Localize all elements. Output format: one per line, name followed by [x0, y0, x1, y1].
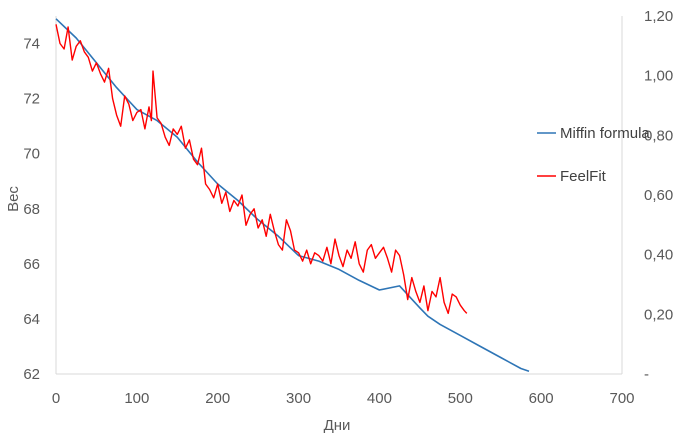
- x-tick-label: 500: [448, 390, 473, 407]
- legend-label-feelfit: FeelFit: [560, 168, 607, 185]
- x-tick-label: 300: [286, 390, 311, 407]
- x-tick-label: 700: [609, 390, 634, 407]
- x-tick-label: 600: [529, 390, 554, 407]
- y2-tick-label: 0,80: [644, 127, 673, 144]
- y-tick-label: 66: [23, 256, 40, 273]
- x-axis-title: Дни: [324, 417, 351, 434]
- y2-tick-label: -: [644, 366, 649, 383]
- y-tick-label: 68: [23, 201, 40, 218]
- y2-tick-label: 0,60: [644, 187, 673, 204]
- y-tick-label: 72: [23, 91, 40, 108]
- y-tick-label: 64: [23, 311, 40, 328]
- x-tick-label: 200: [205, 390, 230, 407]
- y-axis-title: Вес: [5, 186, 22, 212]
- y2-tick-label: 0,40: [644, 247, 673, 264]
- y2-tick-label: 0,20: [644, 306, 673, 323]
- series-line-feelfit: [55, 24, 468, 315]
- y2-tick-label: 1,20: [644, 8, 673, 25]
- y-tick-label: 62: [23, 366, 40, 383]
- y-tick-label: 74: [23, 36, 40, 53]
- y2-tick-label: 1,00: [644, 68, 673, 85]
- x-tick-label: 0: [52, 390, 60, 407]
- x-tick-label: 400: [367, 390, 392, 407]
- legend-label-miffin-formula: Miffin formula: [560, 125, 650, 142]
- x-tick-label: 100: [124, 390, 149, 407]
- series-line-miffin-formula: [55, 18, 530, 372]
- y-tick-label: 70: [23, 146, 40, 163]
